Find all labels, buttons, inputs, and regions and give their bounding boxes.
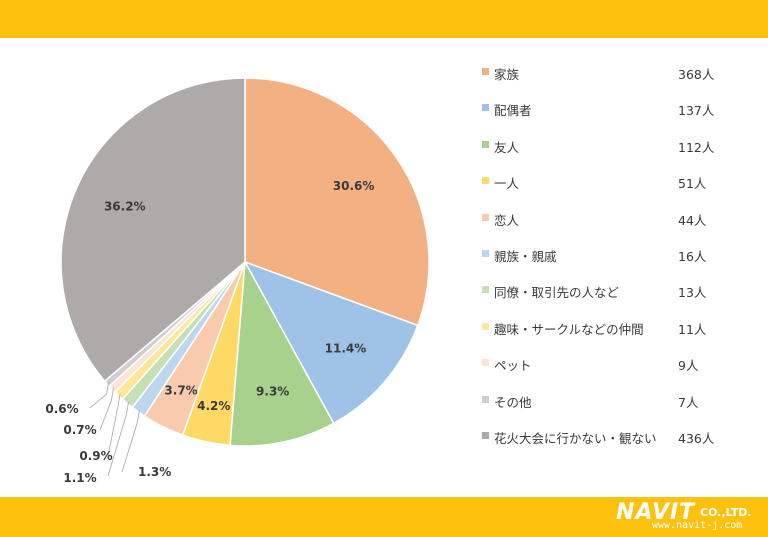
legend-label: 一人: [494, 176, 520, 192]
slice-label-3: 4.2%: [197, 399, 230, 413]
legend-label: その他: [494, 394, 532, 410]
legend-item-4: 恋人 44人: [482, 208, 732, 230]
slice-label-0: 30.6%: [333, 179, 375, 193]
slice-label-7: 0.9%: [79, 449, 112, 463]
legend-item-0: 家族 368人: [482, 62, 732, 84]
legend-swatch: [482, 213, 489, 221]
legend-label: 恋人: [494, 212, 520, 228]
legend-item-1: 配偶者 137人: [482, 98, 732, 120]
pie-slice-2: [229, 259, 335, 447]
legend-label: 家族: [494, 67, 520, 82]
legend-swatch: [482, 432, 489, 439]
slice-label-4: 3.7%: [164, 383, 197, 397]
logo-url: www.navit-j.com: [652, 520, 743, 531]
slice-label-8: 0.7%: [63, 423, 96, 437]
legend-item-6: 同僚・取引先の人など 13人: [482, 280, 732, 302]
pie-slice-1: [243, 260, 419, 425]
logo-suffix: CO.,LTD.: [700, 506, 752, 519]
legend-label: ペット: [494, 358, 532, 374]
legend-item-8: ペット 9人: [482, 353, 732, 375]
legend-value: 11人: [678, 321, 707, 337]
legend-value: 16人: [678, 249, 707, 264]
leader-line-7: [107, 394, 121, 457]
leader-line-6: [107, 401, 129, 477]
pie-slice-10: [60, 77, 246, 383]
pie-slice-0: [244, 77, 430, 327]
slice-label-6: 1.1%: [63, 471, 96, 485]
legend-label: 友人: [494, 139, 520, 155]
legend-swatch: [482, 286, 489, 294]
top-banner: [0, 0, 768, 38]
logo-name: NAVIT: [616, 500, 696, 525]
legend-item-7: 趣味・サークルなどの仲間 11人: [482, 317, 732, 339]
legend-label: 花火大会に行かない・観ない: [494, 431, 657, 446]
legend-value: 51人: [678, 176, 707, 192]
legend-item-2: 友人 112人: [482, 135, 732, 157]
leader-line-5: [121, 410, 140, 473]
legend-value: 112人: [678, 139, 715, 155]
legend-swatch: [482, 250, 489, 257]
legend-value: 137人: [678, 103, 715, 119]
slice-label-1: 11.4%: [325, 341, 367, 355]
legend-swatch: [482, 104, 489, 112]
legend-label: 親族・親戚: [494, 249, 557, 264]
slice-label-5: 1.3%: [138, 465, 171, 479]
legend-value: 436人: [678, 431, 715, 446]
legend-item-3: 一人 51人: [482, 171, 732, 193]
legend-label: 同僚・取引先の人など: [494, 285, 620, 301]
legend-label: 趣味・サークルなどの仲間: [494, 321, 644, 337]
leader-line-8: [99, 387, 114, 431]
legend-swatch: [482, 140, 489, 148]
slice-label-9: 0.6%: [45, 402, 78, 416]
legend-value: 9人: [678, 358, 699, 374]
bottom-banner: [0, 497, 768, 537]
company-logo: NAVIT CO.,LTD. www.navit-j.com: [616, 500, 756, 534]
legend-item-5: 親族・親戚 16人: [482, 244, 732, 266]
legend-item-9: その他 7人: [482, 390, 732, 412]
pie-chart: 30.6% 11.4% 9.3% 4.2%3.7% 1.3% 1.1% 0.9% 0.7% 0.…: [45, 77, 430, 485]
legend-value: 44人: [678, 212, 707, 228]
legend-swatch: [482, 322, 489, 330]
legend-swatch: [482, 395, 489, 403]
leader-line-9: [89, 382, 109, 409]
legend-swatch: [482, 359, 489, 367]
legend-swatch: [482, 68, 489, 75]
legend-item-10: 花火大会に行かない・観ない 436人: [482, 426, 732, 448]
slice-label-10: 36.2%: [104, 199, 146, 213]
legend-swatch: [482, 177, 489, 185]
legend-value: 368人: [678, 67, 715, 82]
slice-label-2: 9.3%: [256, 385, 289, 399]
legend-value: 13人: [678, 285, 707, 301]
legend-value: 7人: [678, 394, 699, 410]
legend-label: 配偶者: [494, 103, 532, 119]
